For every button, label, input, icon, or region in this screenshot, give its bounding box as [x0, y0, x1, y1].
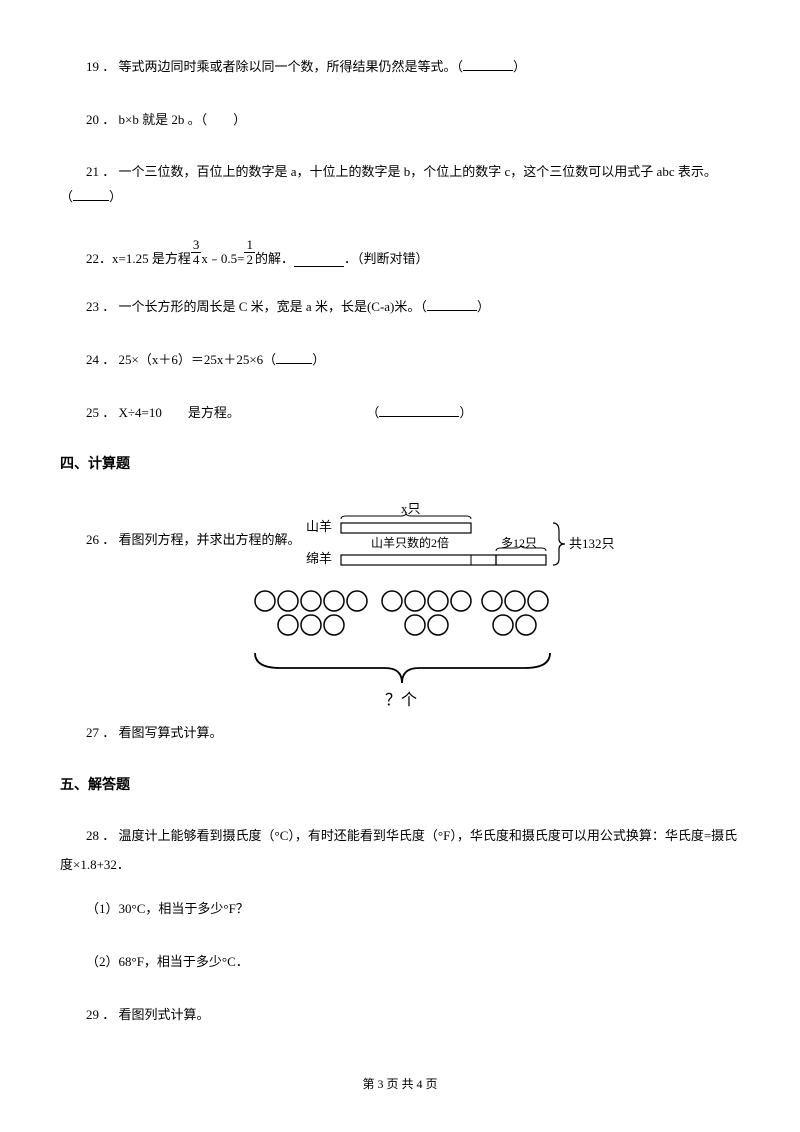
- fraction-1: 3 4: [191, 238, 202, 268]
- fraction-2: 1 2: [244, 238, 255, 268]
- q-text: 等式两边同时乘或者除以同一个数，所得结果仍然是等式。（: [119, 59, 464, 74]
- q-num: 19: [86, 59, 99, 74]
- fig-goat-label: 山羊: [306, 519, 332, 534]
- question-24: 24 ． 25×（x＋6）＝25x＋25×6（ ）: [60, 348, 740, 373]
- question-28-sub2: （2）68°F，相当于多少°C．: [60, 950, 740, 975]
- figure-27: ？个: [60, 583, 740, 713]
- section-5-title: 五、解答题: [60, 774, 740, 794]
- close-paren: ）: [459, 405, 472, 420]
- page-footer: 第 3 页 共 4 页: [0, 1075, 800, 1092]
- q-sep: ．: [102, 725, 115, 740]
- q-text: 一个三位数，百位上的数字是 a，十位上的数字是 b，个位上的数字 c，这个三位数…: [119, 164, 717, 179]
- q-num: 21: [86, 164, 99, 179]
- q-text: 25×（x＋6）＝25x＋25×6（: [119, 352, 277, 367]
- q-sep: ．: [102, 405, 115, 420]
- question-28-sub1: （1）30°C，相当于多少°F？: [60, 897, 740, 922]
- q-num: 26: [86, 532, 99, 547]
- blank: [276, 350, 312, 364]
- q-text: 看图写算式计算。: [119, 725, 223, 740]
- close-paren: ）: [513, 59, 526, 74]
- open-paren: （: [60, 189, 73, 204]
- q-sep: ．: [102, 1007, 115, 1022]
- q-sep: ．: [102, 532, 115, 547]
- fig-total-label: 共132只: [569, 536, 615, 551]
- q-text: 温度计上能够看到摄氏度（°C），有时还能看到华氏度（°F），华氏度和摄氏度可以用…: [60, 828, 737, 872]
- q-text: 看图列式计算。: [119, 1007, 210, 1022]
- q-sep: ．: [102, 59, 115, 74]
- q-sep: ．: [102, 299, 115, 314]
- question-28: 28 ． 温度计上能够看到摄氏度（°C），有时还能看到华氏度（°F），华氏度和摄…: [60, 822, 740, 879]
- q-sep: ．: [102, 164, 115, 179]
- blank: [73, 187, 109, 201]
- q-text: b×b 就是 2b 。（ ）: [119, 112, 247, 127]
- q-sep: ．: [102, 352, 115, 367]
- frac-num: 1: [244, 238, 255, 253]
- blank: [379, 403, 459, 417]
- q-num: 25: [86, 405, 99, 420]
- close-paren: ）: [312, 352, 325, 367]
- q-num: 20: [86, 112, 99, 127]
- q-num: 22: [86, 251, 99, 267]
- q-sep: ．: [102, 112, 115, 127]
- blank: [463, 57, 513, 71]
- q-num: 23: [86, 299, 99, 314]
- question-26: 26 ． 看图列方程，并求出方程的解。 x只 山羊 山羊只数的2倍 多12只 绵…: [60, 501, 740, 575]
- question-21: 21 ． 一个三位数，百位上的数字是 a，十位上的数字是 b，个位上的数字 c，…: [60, 160, 740, 209]
- question-22: 22 ． x=1.25 是方程 3 4 x﹣0.5= 1 2 的解． ．（判断对…: [60, 238, 740, 268]
- figure-26: x只 山羊 山羊只数的2倍 多12只 绵羊 共13: [301, 501, 641, 575]
- question-23: 23 ． 一个长方形的周长是 C 米，宽是 a 米，长是(C-a)米。（ ）: [60, 295, 740, 320]
- frac-den: 4: [191, 253, 202, 267]
- question-27: 27 ． 看图写算式计算。: [60, 721, 740, 746]
- question-19: 19 ． 等式两边同时乘或者除以同一个数，所得结果仍然是等式。（ ）: [60, 55, 740, 80]
- circle-group-1: [255, 591, 367, 635]
- q-part2: x﹣0.5=: [201, 248, 244, 267]
- q-text: 看图列方程，并求出方程的解。: [119, 532, 301, 547]
- q-part4: ．（判断对错）: [344, 248, 429, 267]
- close-paren: ）: [109, 189, 122, 204]
- question-20: 20 ． b×b 就是 2b 。（ ）: [60, 108, 740, 133]
- q-text: 一个长方形的周长是 C 米，宽是 a 米，长是(C-a)米。（: [119, 299, 427, 314]
- circle-group-2: [382, 591, 471, 635]
- blank: [427, 297, 477, 311]
- page-content: 19 ． 等式两边同时乘或者除以同一个数，所得结果仍然是等式。（ ） 20 ． b…: [0, 0, 800, 1027]
- section-4-title: 四、计算题: [60, 453, 740, 473]
- q-num: 29: [86, 1007, 99, 1022]
- q-num: 28: [86, 828, 99, 843]
- question-25: 25 ． X÷4=10 是方程。 （ ）: [60, 401, 740, 426]
- fig-x-label: x只: [401, 501, 421, 516]
- close-paren: ）: [477, 299, 490, 314]
- frac-num: 3: [191, 238, 202, 253]
- fig27-question: ？个: [385, 691, 417, 709]
- q-part3: 的解．: [255, 248, 294, 267]
- blank: [294, 253, 344, 267]
- q-num: 24: [86, 352, 99, 367]
- question-29: 29 ． 看图列式计算。: [60, 1003, 740, 1028]
- fig-sheep-label: 绵羊: [306, 551, 332, 566]
- q-part1: x=1.25 是方程: [112, 248, 191, 267]
- frac-den: 2: [244, 253, 255, 267]
- q-sep: ．: [102, 828, 115, 843]
- fig-double-label: 山羊只数的2倍: [371, 535, 449, 550]
- open-paren: （: [366, 405, 379, 420]
- q-sep: ．: [99, 248, 112, 267]
- q-num: 27: [86, 725, 99, 740]
- circle-group-3: [482, 591, 548, 635]
- q-text: X÷4=10 是方程。: [119, 405, 240, 420]
